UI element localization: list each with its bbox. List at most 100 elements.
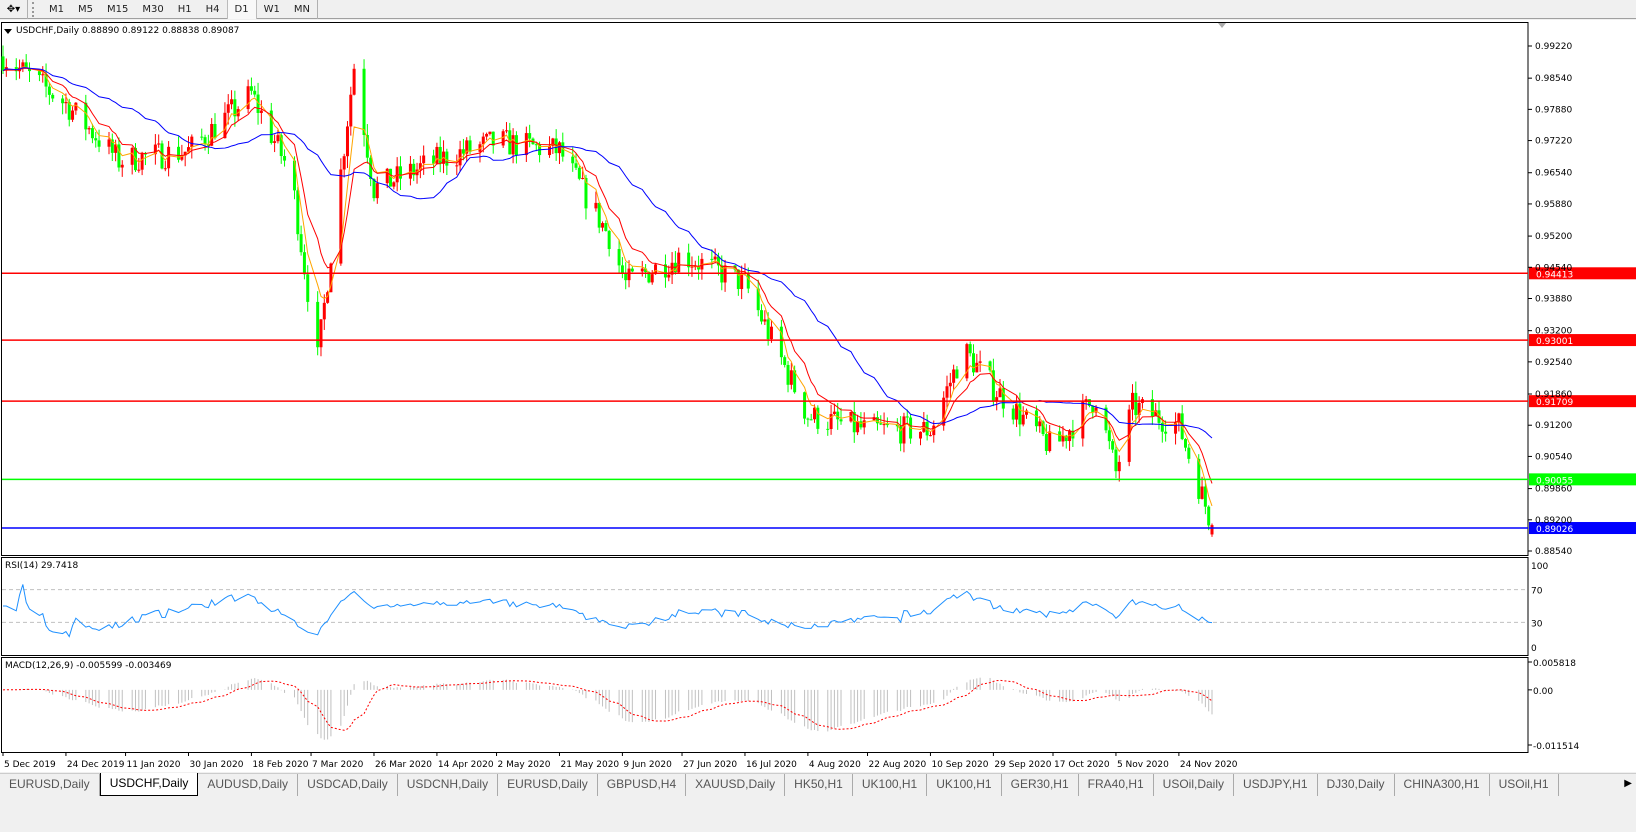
- price-tick-label: 0.97220: [1535, 137, 1572, 147]
- main-pane-border: [1, 22, 1529, 556]
- timeframe-m5[interactable]: M5: [78, 3, 93, 15]
- candle-body: [130, 147, 134, 165]
- tab-fra40-h1[interactable]: FRA40,H1: [1079, 774, 1154, 796]
- date-label: 22 Aug 2020: [869, 760, 927, 770]
- candle: [223, 102, 227, 139]
- candle: [1044, 424, 1048, 455]
- candle: [97, 129, 101, 153]
- date-label: 21 May 2020: [560, 760, 619, 770]
- candle: [94, 131, 98, 148]
- tab-gbpusd-h4[interactable]: GBPUSD,H4: [598, 774, 687, 796]
- price-tick-label: 0.99220: [1535, 42, 1572, 52]
- candle: [875, 411, 879, 431]
- tab-usoil-h1[interactable]: USOil,H1: [1490, 774, 1559, 796]
- candle-body: [94, 138, 98, 141]
- candle-body: [455, 165, 459, 167]
- candle: [41, 66, 45, 83]
- candle-body: [1044, 434, 1048, 451]
- timeframe-d1[interactable]: D1: [226, 0, 257, 19]
- timeframe-w1[interactable]: W1: [263, 3, 280, 15]
- price-tick-label: 0.97880: [1535, 105, 1572, 115]
- candle: [511, 128, 515, 164]
- candle: [143, 151, 147, 166]
- candle: [783, 355, 787, 368]
- candle: [249, 77, 253, 95]
- candle-body: [574, 163, 578, 168]
- tab-scroll-right-icon[interactable]: ▶: [1624, 778, 1632, 789]
- candle: [524, 126, 528, 163]
- candle-body: [87, 128, 91, 130]
- candle-body: [902, 416, 906, 444]
- chart-menu-triangle-icon[interactable]: [4, 29, 12, 34]
- candle-body: [899, 426, 903, 444]
- tab-hk50-h1[interactable]: HK50,H1: [785, 774, 853, 796]
- candle-body: [210, 123, 214, 146]
- timeframe-mn[interactable]: MN: [293, 3, 310, 15]
- candle: [183, 151, 187, 167]
- candle-body: [418, 163, 422, 170]
- candle: [965, 342, 969, 382]
- tab-usdjpy-h1[interactable]: USDJPY,H1: [1234, 774, 1318, 796]
- tab-usdchf-daily[interactable]: USDCHF,Daily: [99, 773, 199, 796]
- chart-window[interactable]: 0.94413 0.93001 0.91709 0.90055 0.89026 0.99…: [0, 20, 1636, 772]
- candle: [574, 153, 578, 171]
- tab-ger30-h1[interactable]: GER30,H1: [1002, 774, 1079, 796]
- candle-body: [435, 146, 439, 164]
- candle-body: [230, 99, 234, 105]
- candle-body: [501, 131, 505, 146]
- candle-body: [349, 94, 353, 127]
- cursor-crosshair-icon[interactable]: ✥▾: [0, 0, 28, 19]
- candle: [839, 407, 843, 425]
- candle: [514, 131, 518, 164]
- candle-body: [74, 102, 78, 111]
- candle: [408, 156, 412, 186]
- candle: [4, 58, 8, 77]
- candle: [74, 102, 78, 115]
- tab-eurusd-daily[interactable]: EURUSD,Daily: [498, 774, 598, 796]
- candle: [663, 254, 667, 288]
- tab-uk100-h1[interactable]: UK100,H1: [853, 774, 928, 796]
- tab-usoil-daily[interactable]: USOil,Daily: [1154, 774, 1235, 796]
- tab-uk100-h1[interactable]: UK100,H1: [927, 774, 1002, 796]
- timeframe-m15[interactable]: M15: [107, 3, 129, 15]
- timeframe-m1[interactable]: M1: [49, 3, 64, 15]
- tab-usdcad-daily[interactable]: USDCAD,Daily: [298, 774, 398, 796]
- candle-body: [273, 141, 277, 143]
- candle-body: [832, 411, 836, 415]
- candle-body: [736, 269, 740, 290]
- candle-body: [408, 163, 412, 179]
- candle: [624, 262, 628, 290]
- candle-body: [64, 102, 68, 104]
- chart-canvas[interactable]: 0.94413 0.93001 0.91709 0.90055 0.89026 0.99…: [0, 20, 1636, 772]
- tab-dj30-daily[interactable]: DJ30,Daily: [1318, 774, 1395, 796]
- tab-audusd-daily[interactable]: AUDUSD,Daily: [198, 774, 299, 796]
- moving-averages: [2, 66, 1213, 507]
- candle-body: [779, 326, 783, 358]
- candle-body: [465, 140, 469, 154]
- toolbar-grip[interactable]: [32, 1, 38, 17]
- candle: [435, 142, 439, 165]
- timeframe-h1[interactable]: H1: [177, 3, 192, 15]
- candle-body: [279, 135, 283, 157]
- tab-usdcnh-daily[interactable]: USDCNH,Daily: [398, 774, 499, 796]
- candle: [677, 247, 681, 273]
- ma-slow-line: [2, 67, 1213, 439]
- level-price-badge: [1529, 522, 1636, 535]
- tab-xauusd-daily[interactable]: XAUUSD,Daily: [686, 774, 786, 796]
- tab-eurusd-daily[interactable]: EURUSD,Daily: [0, 774, 100, 796]
- candle-body: [362, 68, 366, 135]
- candle-body: [372, 179, 376, 199]
- candle-body: [249, 86, 253, 91]
- candle-body: [422, 155, 426, 164]
- candle: [465, 137, 469, 162]
- chart-shift-marker-icon[interactable]: [1218, 23, 1226, 28]
- candles: [1, 45, 1214, 537]
- tab-china300-h1[interactable]: CHINA300,H1: [1395, 774, 1490, 796]
- candle-body: [491, 131, 495, 146]
- candle-body: [836, 411, 840, 420]
- timeframe-m30[interactable]: M30: [142, 3, 164, 15]
- candle: [604, 220, 608, 232]
- timeframe-h4[interactable]: H4: [205, 3, 220, 15]
- candle-body: [809, 419, 813, 421]
- candle-body: [110, 139, 114, 153]
